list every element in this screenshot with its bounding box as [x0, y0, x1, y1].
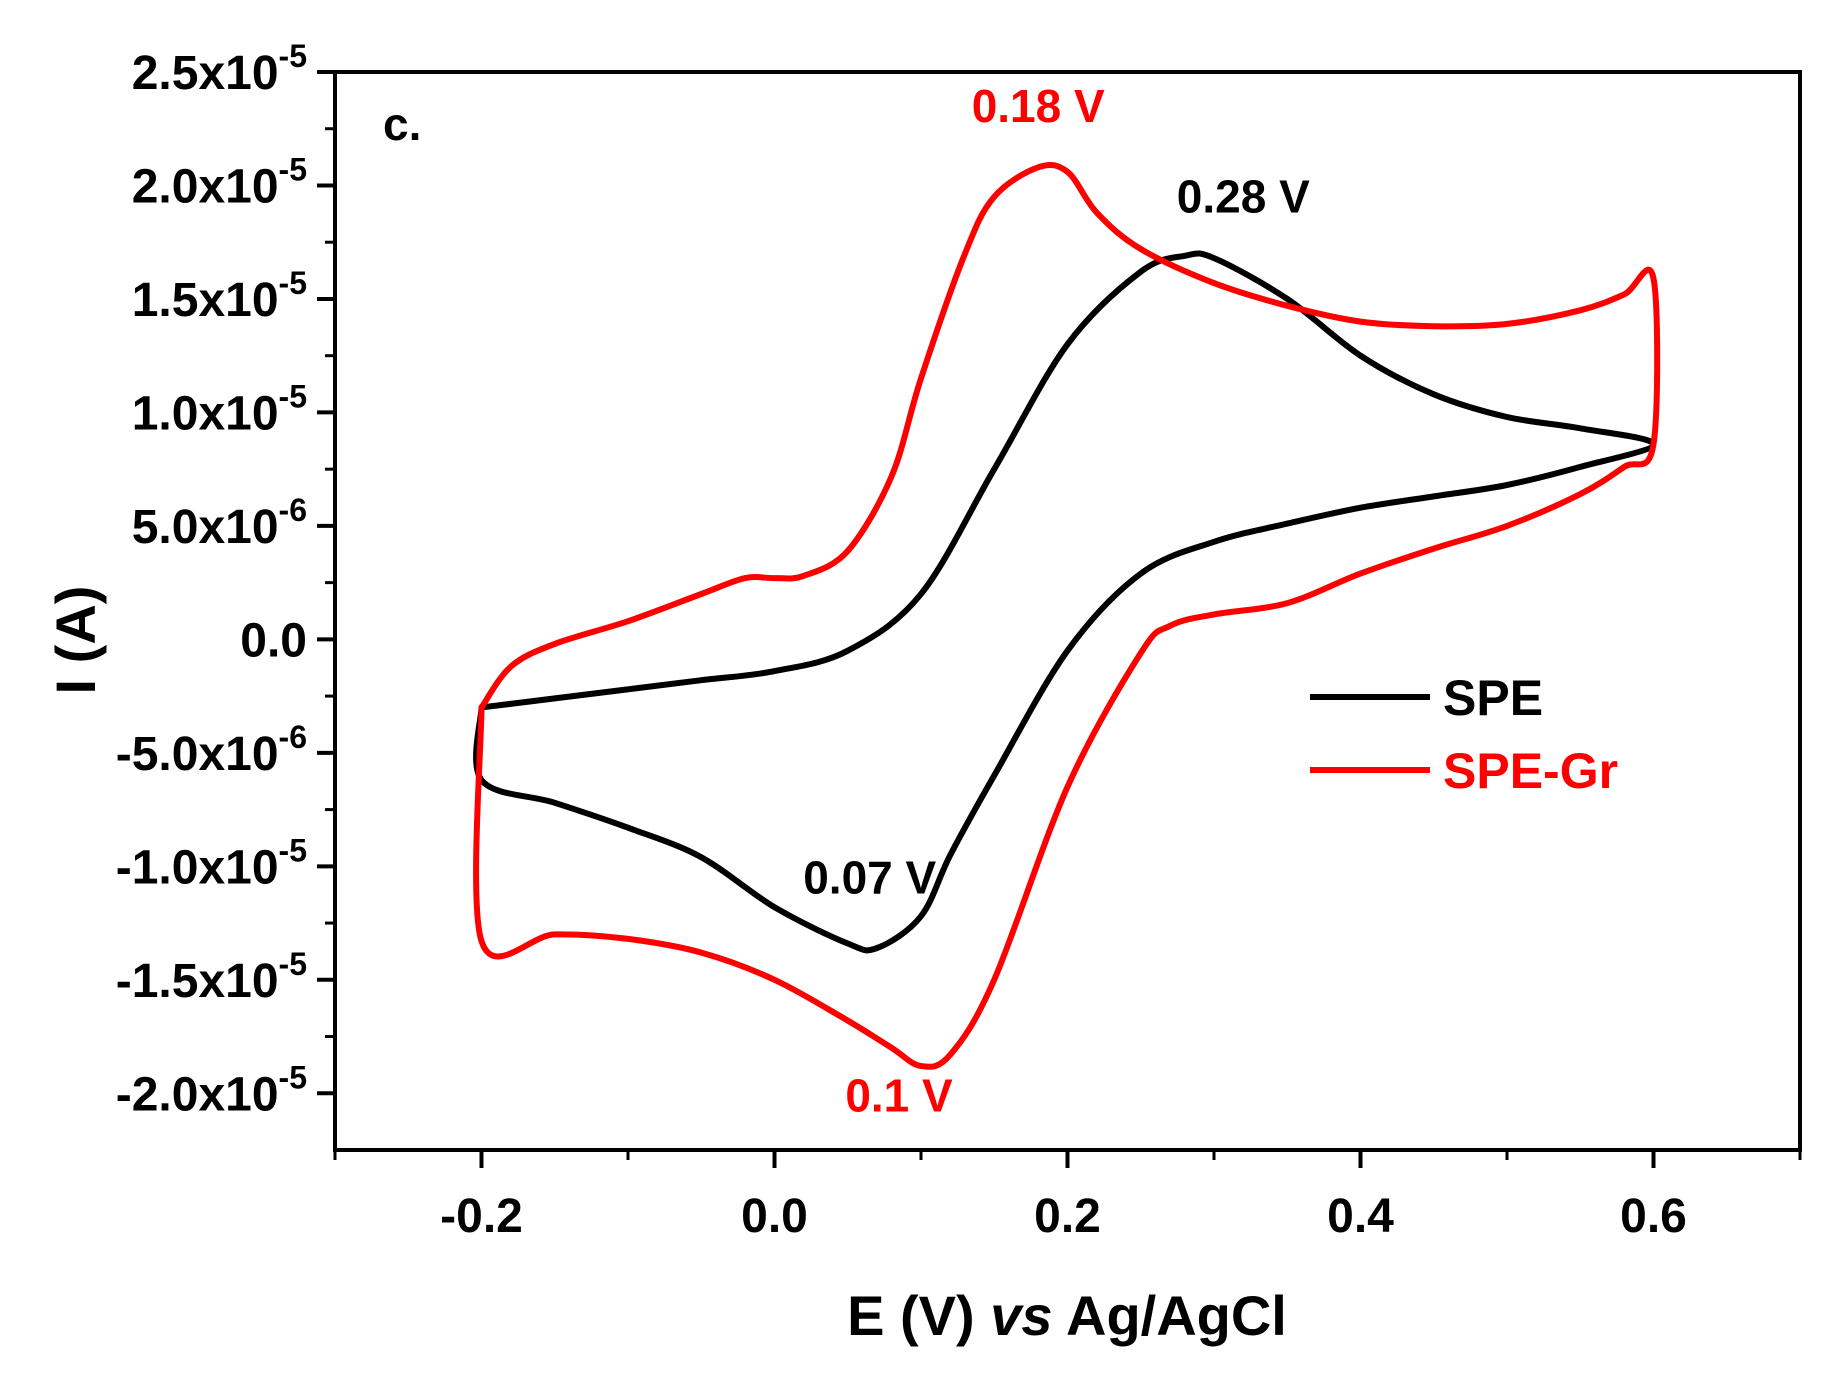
y-tick-label: 1.0x10-5	[132, 378, 307, 440]
y-tick-label: 1.5x10-5	[132, 265, 307, 327]
y-tick-label: -1.5x10-5	[116, 946, 307, 1008]
y-tick-label: 2.5x10-5	[132, 38, 307, 100]
x-tick-label: 0.6	[1620, 1190, 1687, 1243]
peak-annotation: 0.18 V	[972, 80, 1105, 132]
y-tick-label: 2.0x10-5	[132, 151, 307, 213]
y-axis-ticks: 2.5x10-5 2.0x10-5 1.5x10-5 1.0x10-5 5.0x10-6…	[116, 38, 335, 1121]
y-tick-label: -5.0x10-6	[116, 719, 307, 781]
x-tick-label: 0.2	[1034, 1190, 1101, 1243]
annotations: 0.18 V 0.28 V 0.07 V 0.1 V	[803, 80, 1310, 1121]
series-line-spe	[473, 250, 1657, 954]
series-layer	[473, 161, 1661, 1070]
peak-annotation: 0.07 V	[803, 852, 936, 904]
y-tick-label: 5.0x10-6	[132, 492, 307, 554]
x-axis-ticks: -0.2 0.0 0.2 0.4 0.6	[333, 1150, 1802, 1243]
series-line-spe-gr	[473, 161, 1661, 1070]
plot-frame	[333, 70, 1802, 1152]
panel-label: c.	[383, 98, 421, 150]
y-axis-title: I (A)	[44, 586, 107, 695]
y-tick-label: 0.0	[240, 614, 307, 667]
x-tick-label: -0.2	[440, 1190, 523, 1243]
y-tick-label: -1.0x10-5	[116, 832, 307, 894]
x-tick-label: 0.4	[1327, 1190, 1394, 1243]
legend-label-spe-gr: SPE-Gr	[1443, 743, 1618, 799]
y-tick-label: -2.0x10-5	[116, 1059, 307, 1121]
peak-annotation: 0.1 V	[845, 1069, 953, 1121]
legend-label-spe: SPE	[1443, 670, 1543, 726]
x-tick-label: 0.0	[741, 1190, 808, 1243]
legend: SPE SPE-Gr	[1310, 670, 1618, 799]
x-axis-title: E (V) vs Ag/AgCl	[847, 1284, 1287, 1347]
peak-annotation: 0.28 V	[1177, 171, 1310, 223]
